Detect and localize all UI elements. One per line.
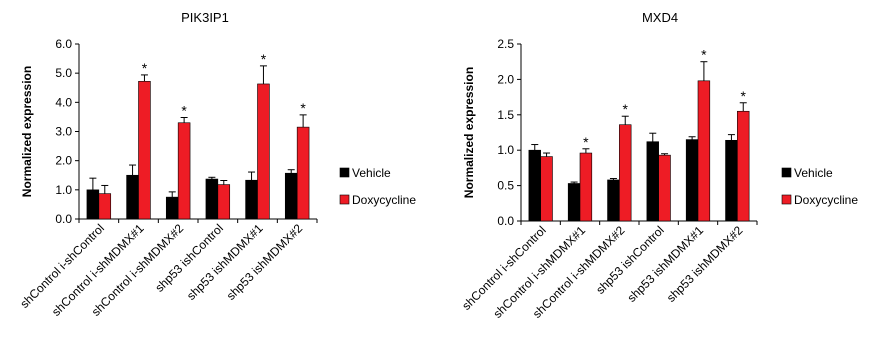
y-tick-label: 5.0 <box>55 66 72 80</box>
bar-vehicle <box>685 139 699 222</box>
x-tick-label: shp53 ishMDMX#2 <box>664 223 746 305</box>
y-tick-label: 6.0 <box>55 37 72 51</box>
bar-vehicle <box>725 139 738 222</box>
legend-swatch-doxycycline <box>339 194 350 205</box>
chart-1: PIK3IP1 Normalized expression 0.0 1.0 2.0 3.0… <box>17 10 416 319</box>
x-tick-label: shp53 ishMDMX#2 <box>224 221 306 303</box>
bar-vehicle <box>165 196 179 220</box>
legend-label: Vehicle <box>794 166 833 180</box>
chart-2: MXD4 Normalized expression 0.0 0.5 1.0 1.5 2.0… <box>459 10 858 321</box>
bar-vehicle <box>528 149 541 222</box>
bar-doxycycline <box>697 80 711 222</box>
bar-vehicle <box>607 179 620 222</box>
bar-doxycycline <box>217 184 231 220</box>
bar-doxycycline <box>619 124 632 222</box>
significance-marker: * <box>142 60 148 76</box>
legend-swatch-vehicle <box>339 167 350 178</box>
bar-vehicle <box>646 141 659 222</box>
legend: Vehicle Doxycycline <box>781 166 858 207</box>
significance-marker: * <box>701 47 707 63</box>
bar-doxycycline <box>540 156 553 222</box>
bar-doxycycline <box>658 154 671 222</box>
significance-marker: * <box>741 88 747 104</box>
legend-label: Doxycycline <box>794 193 858 207</box>
y-tick-label: 0.0 <box>497 214 514 228</box>
bar-vehicle <box>245 179 258 220</box>
legend: Vehicle Doxycycline <box>339 166 416 207</box>
significance-marker: * <box>623 101 629 117</box>
bar-doxycycline <box>579 152 593 222</box>
y-tick-label: 3.0 <box>55 125 72 139</box>
y-tick-label: 1.5 <box>497 108 514 122</box>
bar-doxycycline <box>257 83 270 220</box>
bar-vehicle <box>205 178 219 220</box>
y-tick-label: 2.0 <box>497 72 514 86</box>
bar-vehicle <box>284 172 298 220</box>
significance-marker: * <box>261 51 267 67</box>
y-tick-label: 0.0 <box>55 212 72 226</box>
bar-vehicle <box>567 183 581 222</box>
y-tick-label: 4.0 <box>55 95 72 109</box>
bar-doxycycline <box>138 81 151 220</box>
y-tick-label: 2.5 <box>497 37 514 51</box>
legend-swatch-doxycycline <box>781 194 792 205</box>
y-axis-label: Normalized expression <box>20 66 34 197</box>
significance-marker: * <box>583 134 589 150</box>
y-tick-label: 1.0 <box>55 183 72 197</box>
bar-vehicle <box>126 174 139 220</box>
legend-swatch-vehicle <box>781 167 792 178</box>
x-tick-label: shp53 ishControl <box>593 223 667 297</box>
significance-marker: * <box>181 103 187 119</box>
bar-doxycycline <box>737 110 750 222</box>
y-tick-label: 1.0 <box>497 143 514 157</box>
y-axis-label: Normalized expression <box>462 67 476 198</box>
bar-doxycycline <box>98 193 112 220</box>
y-tick-label: 2.0 <box>55 154 72 168</box>
bar-doxycycline <box>296 126 310 220</box>
bar-doxycycline <box>177 122 191 220</box>
significance-marker: * <box>300 100 306 116</box>
chart-title: PIK3IP1 <box>181 10 229 25</box>
legend-label: Doxycycline <box>352 193 416 207</box>
legend-label: Vehicle <box>352 166 391 180</box>
bar-vehicle <box>86 189 100 220</box>
x-tick-label: shp53 ishControl <box>152 221 226 295</box>
chart-title: MXD4 <box>642 10 678 25</box>
y-tick-label: 0.5 <box>497 179 514 193</box>
